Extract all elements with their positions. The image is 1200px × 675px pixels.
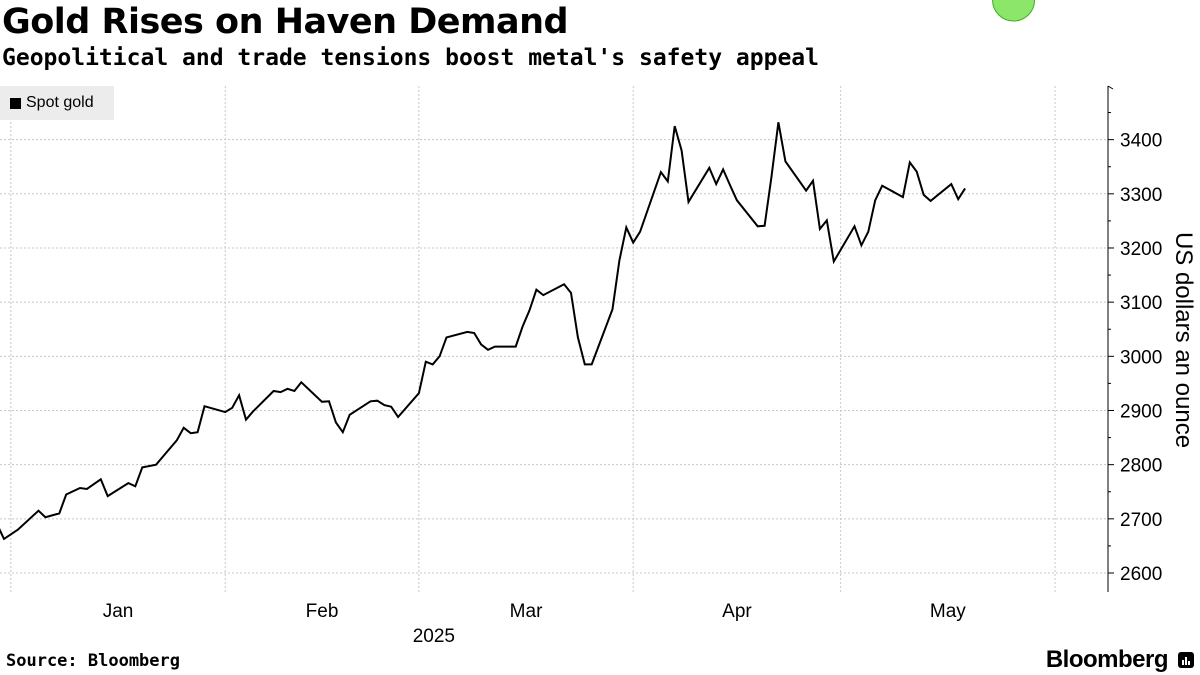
x-tick-label: Feb (306, 601, 339, 622)
legend-label: Spot gold (26, 94, 94, 111)
brand-logo: Bloomberg (1045, 646, 1169, 673)
chart-title: Gold Rises on Haven Demand (2, 2, 569, 42)
x-tick-label: Apr (722, 601, 752, 622)
y-tick-label: 3200 (1120, 239, 1162, 260)
y-axis-title: US dollars an ounce (1170, 232, 1197, 448)
y-tick-label: 2800 (1120, 456, 1162, 477)
chart-subtitle: Geopolitical and trade tensions boost me… (2, 45, 819, 71)
y-tick-label: 2600 (1120, 564, 1162, 585)
source-note: Source: Bloomberg (6, 651, 180, 671)
legend: Spot gold (0, 86, 114, 120)
y-tick-label: 3000 (1120, 347, 1162, 368)
y-tick-label: 2900 (1120, 401, 1162, 422)
y-tick-label: 2700 (1120, 510, 1162, 531)
x-tick-label: Jan (103, 601, 134, 622)
x-tick-label: Mar (510, 601, 543, 622)
y-tick-label: 3300 (1120, 185, 1162, 206)
x-year-label: 2025 (413, 626, 455, 647)
y-tick-label: 3100 (1120, 293, 1162, 314)
latest-point-highlight (992, 0, 1036, 22)
series-line-spot-gold (0, 122, 966, 541)
bloomberg-chart-icon (1178, 652, 1194, 668)
legend-swatch-icon (10, 97, 21, 109)
y-tick-label: 3400 (1120, 131, 1162, 152)
y-axis-cap (1107, 85, 1114, 90)
x-tick-label: May (930, 601, 966, 622)
